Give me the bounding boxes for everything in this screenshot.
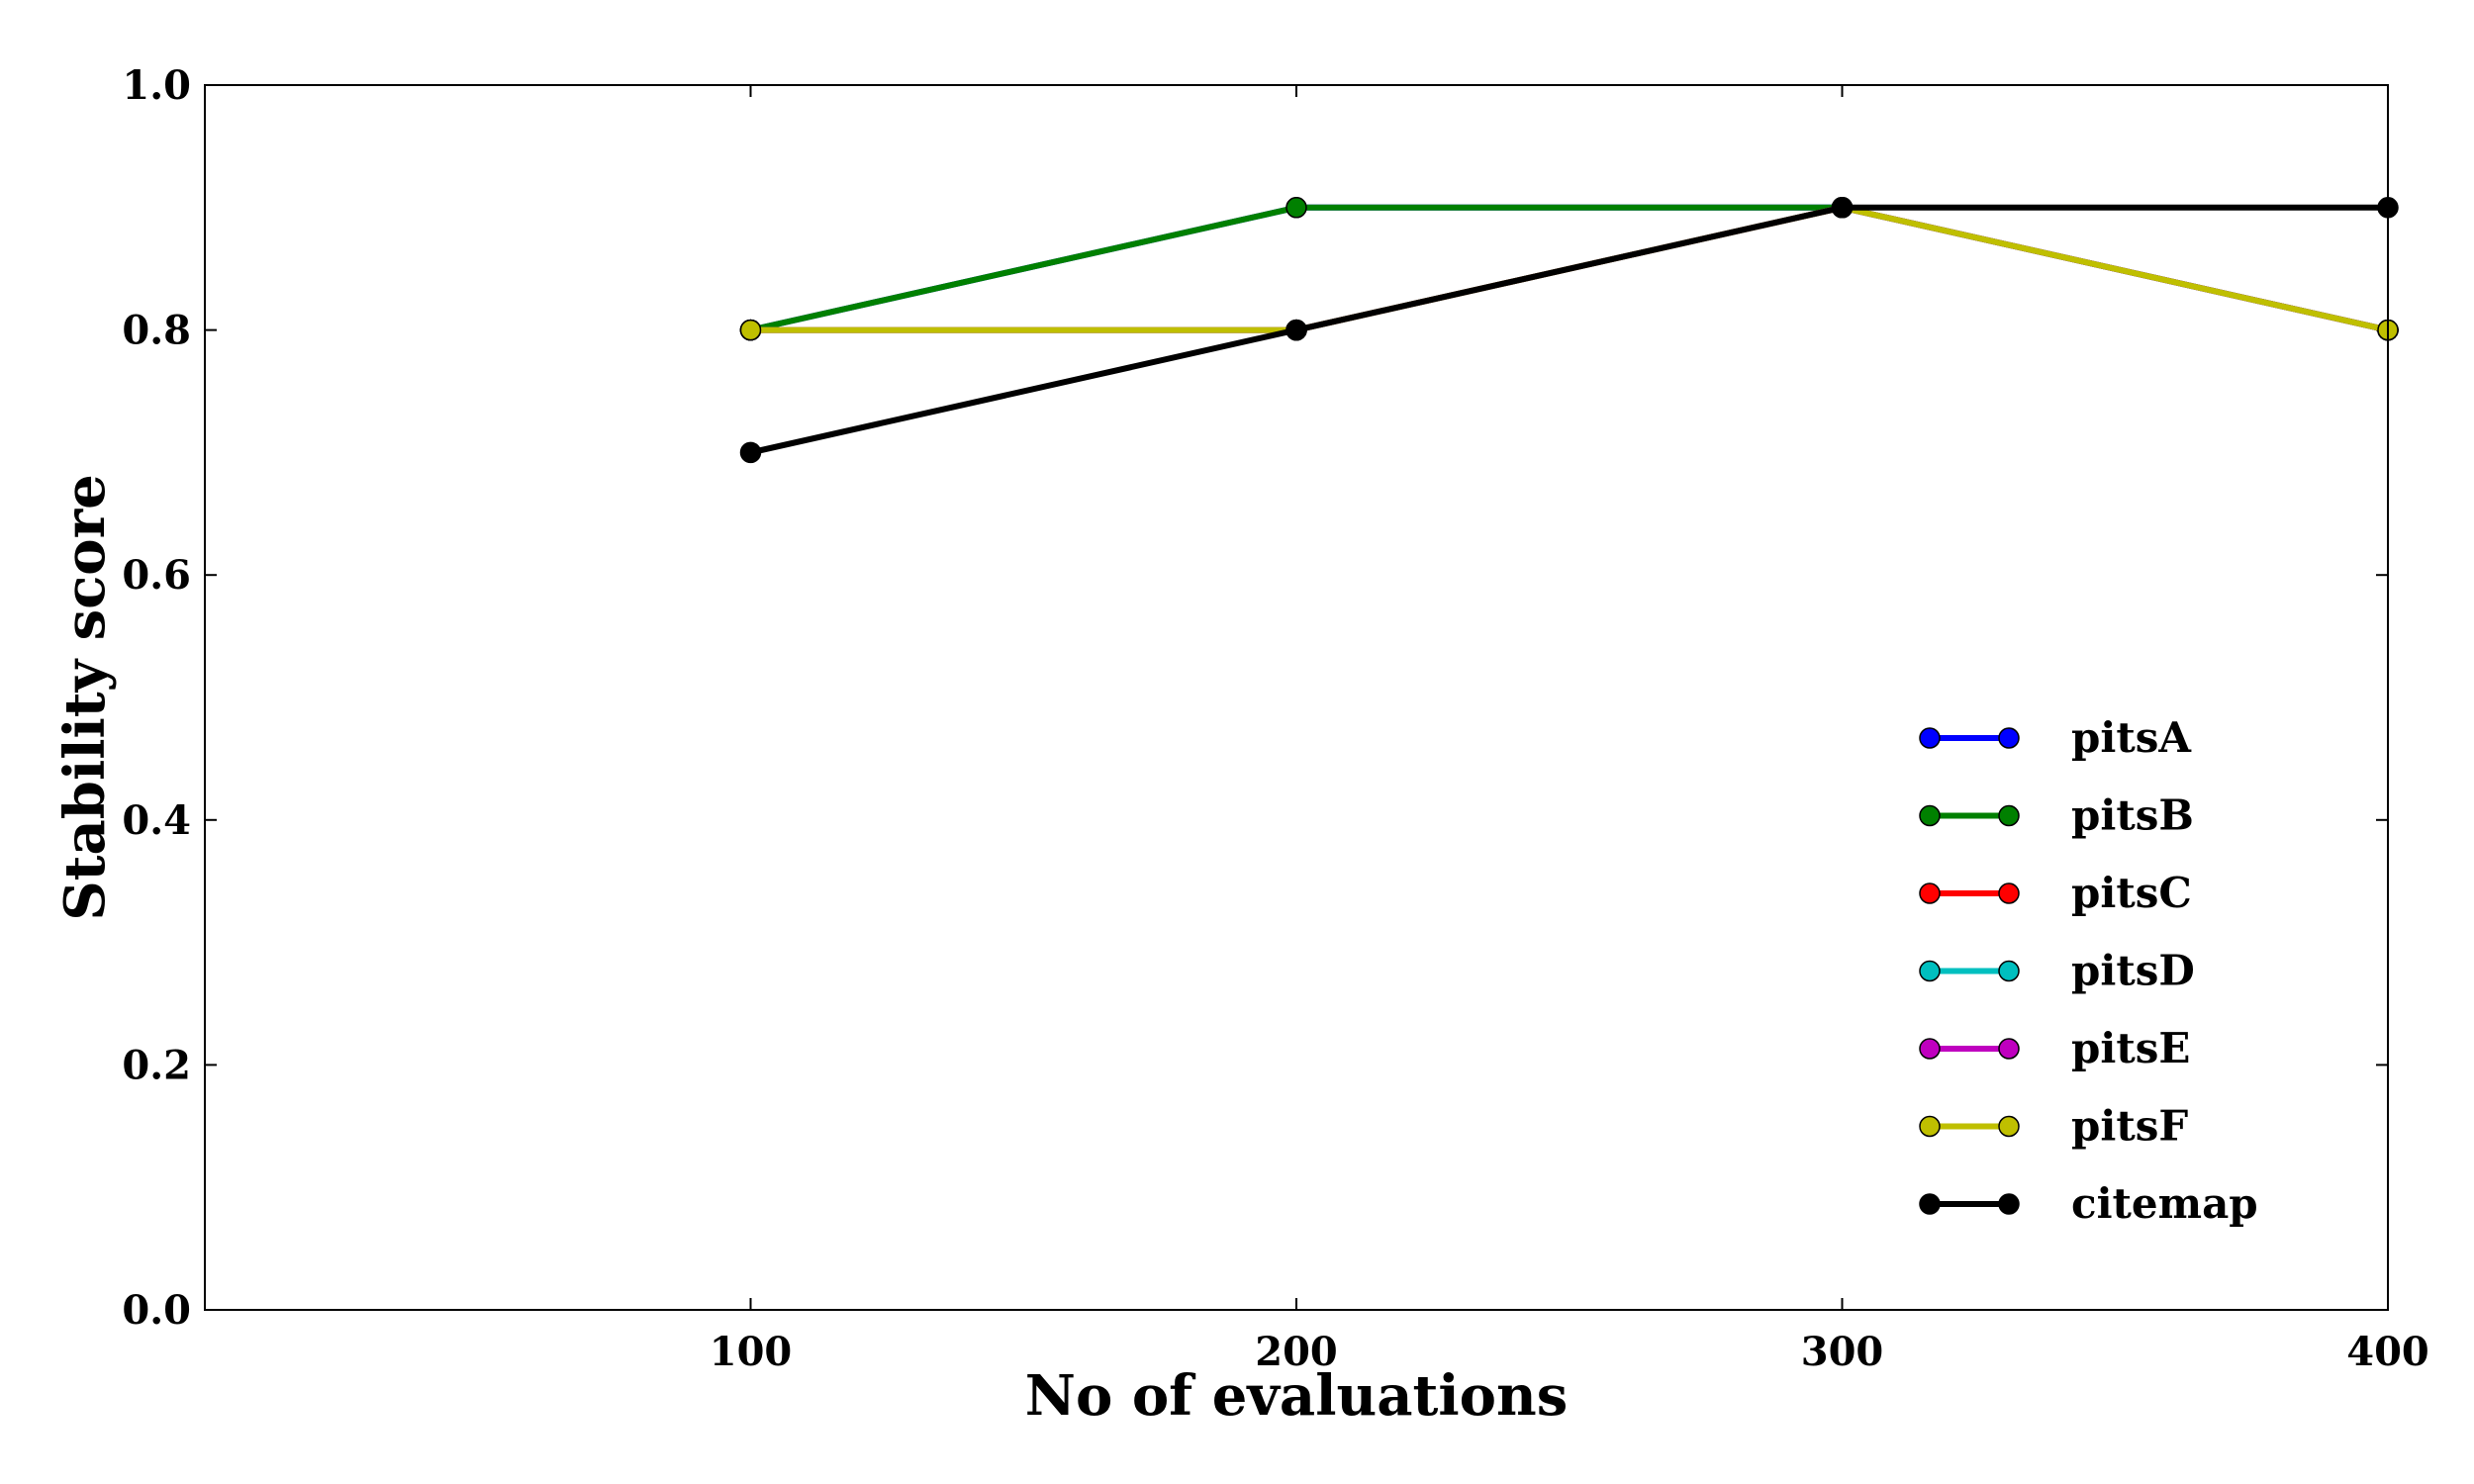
data-point-pitsB	[1285, 197, 1307, 219]
data-point-pitsF	[739, 319, 762, 341]
x-tick-label: 100	[710, 1329, 793, 1375]
x-tick-label: 300	[1801, 1329, 1884, 1375]
y-tick-label: 0.6	[122, 552, 191, 599]
legend-marker	[1919, 1193, 1941, 1215]
x-tick-label: 400	[2346, 1329, 2429, 1375]
legend-marker	[1919, 1115, 1941, 1138]
legend-item-pitsE: pitsE	[1919, 1024, 2190, 1072]
legend-item-pitsC: pitsC	[1919, 869, 2192, 917]
legend-label: pitsC	[2071, 869, 2192, 917]
legend-marker	[1998, 1038, 2020, 1060]
series-line-citemap	[749, 204, 2388, 456]
legend-item-citemap: citemap	[1919, 1179, 2258, 1228]
legend-label: pitsA	[2071, 713, 2192, 762]
tick-labels: 100 200 300 400 0.0 0.2 0.4 0.6 0.8 1.0	[122, 62, 2428, 1375]
legend: pitsA pitsB pitsC pitsD pitsE pitsF citemap	[1919, 713, 2258, 1228]
legend-marker	[1998, 1115, 2020, 1138]
legend-marker	[1919, 1038, 1941, 1060]
y-tick-label: 0.4	[122, 797, 191, 844]
legend-label: pitsE	[2071, 1024, 2190, 1072]
legend-label: pitsD	[2071, 947, 2195, 995]
series-layer	[739, 197, 2399, 464]
y-tick-label: 1.0	[122, 62, 191, 109]
legend-marker	[1919, 804, 1941, 827]
series-citemap	[739, 197, 2399, 464]
data-point-citemap	[1285, 319, 1307, 341]
legend-label: pitsB	[2071, 791, 2194, 840]
plot-frame	[204, 84, 2389, 1311]
x-tick-label: 200	[1255, 1329, 1338, 1375]
y-tick-label: 0.8	[122, 308, 191, 354]
data-point-citemap	[739, 441, 762, 464]
legend-item-pitsF: pitsF	[1919, 1102, 2188, 1151]
y-tick-label: 0.0	[122, 1287, 191, 1334]
legend-marker	[1998, 882, 2020, 904]
legend-item-pitsD: pitsD	[1919, 947, 2195, 995]
y-axis-title: Stability score	[52, 474, 118, 921]
legend-item-pitsA: pitsA	[1919, 713, 2192, 762]
legend-label: citemap	[2071, 1179, 2258, 1228]
plot-area	[205, 85, 2388, 1310]
legend-marker	[1919, 727, 1941, 749]
legend-item-pitsB: pitsB	[1919, 791, 2194, 840]
y-tick-label: 0.2	[122, 1042, 191, 1088]
legend-marker	[1919, 960, 1941, 982]
legend-marker	[1998, 960, 2020, 982]
legend-marker	[1998, 804, 2020, 827]
legend-marker	[1998, 1193, 2020, 1215]
x-axis-title: No of evaluations	[1025, 1363, 1568, 1429]
legend-marker	[1919, 882, 1941, 904]
data-point-citemap	[1831, 197, 1854, 219]
legend-label: pitsF	[2071, 1102, 2188, 1151]
legend-marker	[1998, 727, 2020, 749]
